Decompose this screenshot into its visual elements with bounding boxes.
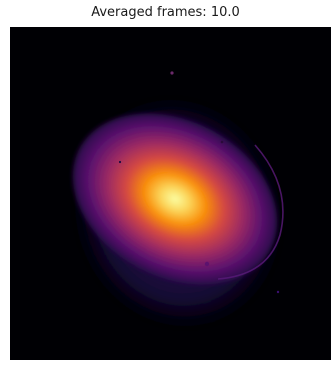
beam-intensity-image xyxy=(10,27,331,360)
beam-image-svg xyxy=(10,27,331,360)
aperture-edge xyxy=(217,144,284,280)
figure-title: Averaged frames: 10.0 xyxy=(91,5,240,20)
beam-spot xyxy=(72,113,278,285)
speck xyxy=(118,160,122,164)
speck xyxy=(220,140,224,144)
speck xyxy=(204,261,210,267)
speck xyxy=(170,71,174,75)
speck xyxy=(276,290,280,294)
